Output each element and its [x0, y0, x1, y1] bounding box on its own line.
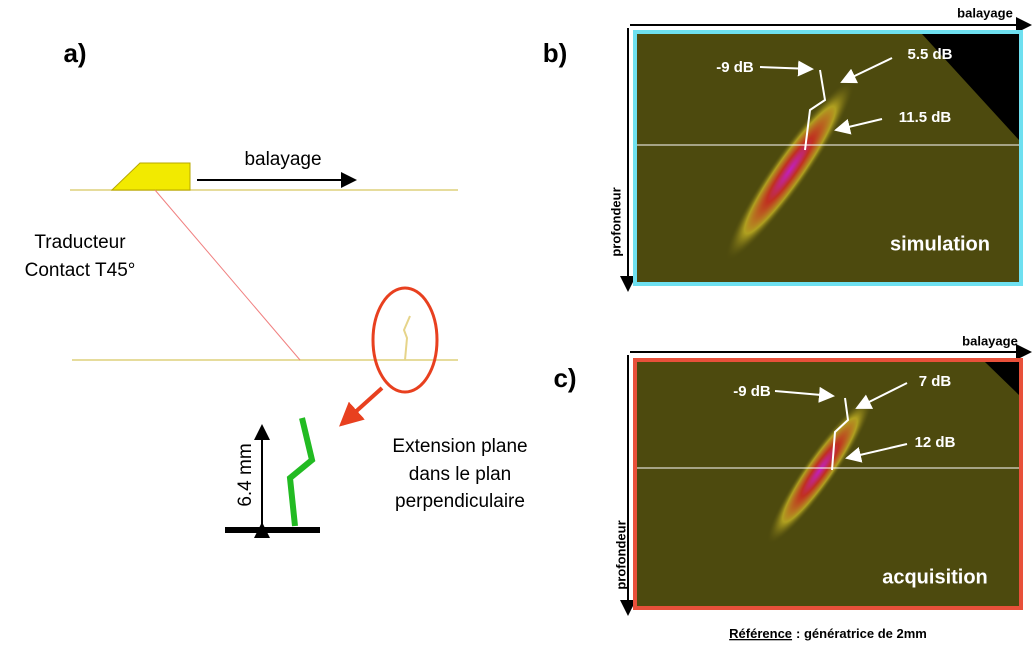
annotation: -9 dB	[733, 383, 771, 400]
annotation: 11.5 dB	[899, 109, 952, 126]
page: a) balayage Traducteur Contact T45° 6.4 …	[0, 0, 1036, 648]
height-label: 6.4 mm	[235, 443, 256, 506]
transducer-label: Contact T45°	[25, 260, 136, 281]
caption: simulation	[890, 233, 990, 255]
annotation: 7 dB	[919, 373, 952, 390]
annotation: -9 dB	[716, 59, 754, 76]
extension-label: perpendiculaire	[395, 491, 525, 512]
beam	[155, 190, 300, 360]
zoom-ellipse	[373, 288, 437, 392]
figure: a) balayage Traducteur Contact T45° 6.4 …	[0, 0, 1036, 648]
extension-label: dans le plan	[409, 464, 511, 485]
transducer-label: Traducteur	[34, 232, 126, 253]
panel-label: a)	[63, 38, 86, 68]
caption: acquisition	[882, 566, 988, 588]
footer: Référence : génératrice de 2mm	[729, 626, 927, 641]
scan-label: balayage	[244, 149, 321, 170]
extension-label: Extension plane	[392, 436, 527, 457]
transducer	[112, 163, 190, 190]
panel-label: c)	[553, 363, 576, 393]
footer-text: : génératrice de 2mm	[796, 626, 927, 641]
x-axis-label: balayage	[957, 5, 1013, 20]
panel-label: b)	[543, 38, 568, 68]
footer-reference: Référence	[729, 626, 792, 641]
annotation: 12 dB	[915, 434, 956, 451]
annotation: 5.5 dB	[907, 46, 952, 63]
zoom-arrow	[342, 388, 382, 424]
crack-profile	[290, 418, 312, 526]
y-axis-label: profondeur	[613, 520, 628, 589]
x-axis-label: balayage	[962, 333, 1018, 348]
crack	[404, 316, 410, 360]
y-axis-label: profondeur	[608, 187, 623, 256]
